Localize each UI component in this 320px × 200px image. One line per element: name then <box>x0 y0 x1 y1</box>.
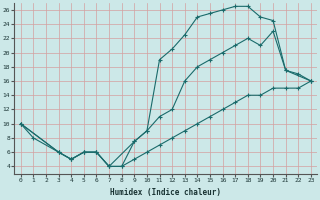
X-axis label: Humidex (Indice chaleur): Humidex (Indice chaleur) <box>110 188 221 197</box>
